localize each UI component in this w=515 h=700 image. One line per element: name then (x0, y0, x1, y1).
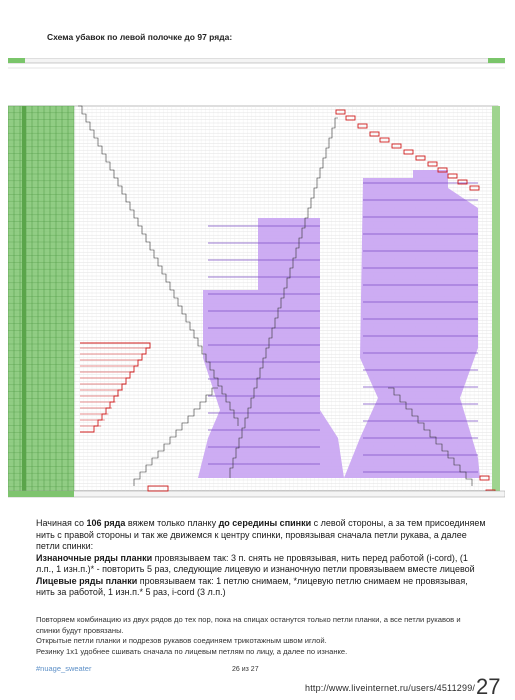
text-p1-c: вяжем только планку (125, 518, 219, 528)
red-steps (80, 342, 151, 433)
text-p1-d: до середины спинки (218, 518, 312, 528)
chart-title: Схема убавок по левой полочке до 97 ряда… (47, 32, 233, 42)
text-p2-b: провязываем так: 3 п. снять не провязыва… (36, 552, 475, 575)
big-page-number: 27 (476, 674, 501, 699)
text-p3-a: Лицевые ряды планки (36, 575, 138, 586)
purple-sleeve-right (344, 170, 480, 478)
decrease-chart (8, 58, 505, 498)
hashtag-link[interactable]: #nuage_sweater (36, 664, 92, 673)
page-number: 26 из 27 (232, 666, 259, 673)
text-l3: Резинку 1х1 удобнее сшивать сначала по л… (36, 646, 348, 656)
text-p3-b: провязываем так: 1 петлю снимаем, *лицев… (36, 575, 468, 598)
source-url[interactable]: http://www.liveinternet.ru/users/4511299… (305, 683, 476, 693)
instructions: Начиная со 106 ряда вяжем только планку … (36, 518, 486, 599)
instructions-extra: Повторяем комбинацию из двух рядов до те… (36, 615, 486, 657)
text-p1-a: Начиная со (36, 518, 87, 528)
green-band (8, 106, 74, 491)
text-l1: Повторяем комбинацию из двух рядов до те… (36, 615, 461, 635)
text-p1-e: с левой стороны, а за тем присоединяем н… (36, 518, 486, 551)
text-p1-b: 106 ряда (86, 518, 126, 528)
text-l2: Открытые петли планки и подрезов рукавов… (36, 636, 327, 645)
text-p2-a: Изнаночные ряды планки (36, 552, 153, 563)
